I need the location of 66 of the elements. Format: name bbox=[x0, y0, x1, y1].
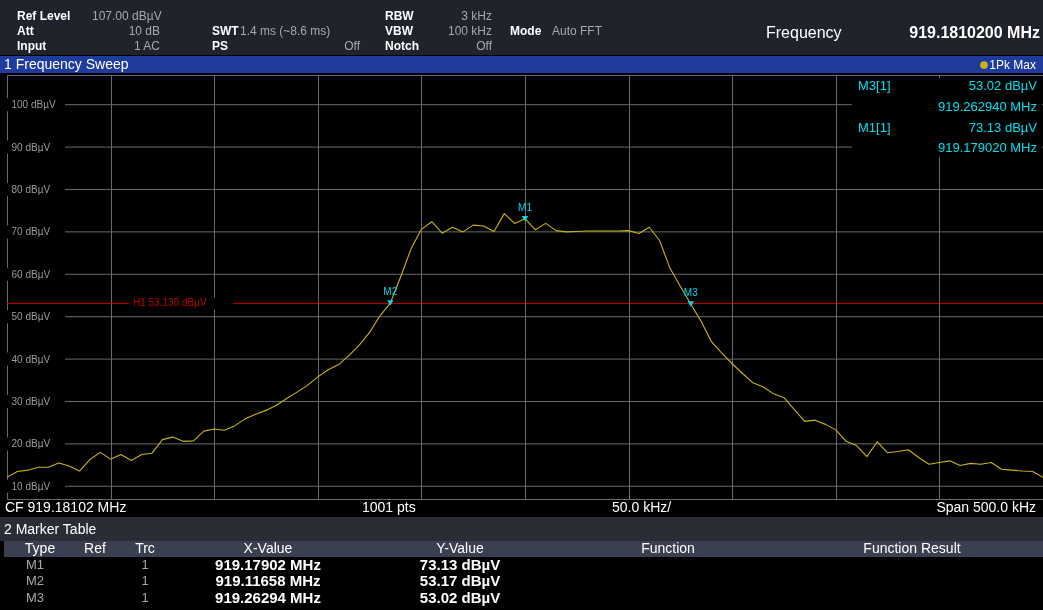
y-tick-label: 30 dBµV bbox=[11, 395, 51, 407]
y-tick-label: 100 dBµV bbox=[11, 99, 56, 111]
text: 107.00 dBµV bbox=[92, 9, 162, 23]
text: 1 bbox=[141, 557, 149, 572]
y-tick-label: 80 dBµV bbox=[11, 183, 51, 195]
text: 1 bbox=[141, 590, 149, 605]
text: 919.17902 MHz bbox=[215, 556, 321, 573]
text: Ref Level bbox=[17, 9, 71, 23]
text: M2 bbox=[25, 573, 45, 588]
text: CF 919.18102 MHz bbox=[5, 499, 127, 515]
text: Auto FFT bbox=[552, 24, 603, 38]
annotation: M3[1] bbox=[858, 78, 891, 93]
text: 10 dB bbox=[128, 24, 160, 38]
text: M3 bbox=[25, 590, 45, 605]
text: Ref bbox=[84, 540, 106, 556]
annotation: 73.13 dBµV bbox=[968, 120, 1038, 135]
annotation: M1[1] bbox=[858, 120, 891, 135]
text: 100 kHz bbox=[447, 24, 492, 38]
data-label: M1 bbox=[518, 201, 533, 213]
y-tick-label: 40 dBµV bbox=[11, 353, 51, 365]
annotation: 919.179020 MHz bbox=[937, 140, 1037, 155]
text: M1 bbox=[25, 557, 45, 572]
text: Off bbox=[476, 39, 493, 53]
text: 73.13 dBµV bbox=[419, 556, 501, 573]
text: Type bbox=[24, 540, 56, 556]
text: 53.02 dBµV bbox=[419, 589, 501, 606]
text: RBW bbox=[385, 9, 415, 23]
text: X-Value bbox=[243, 540, 293, 556]
text: PS bbox=[212, 39, 229, 53]
y-tick-label: 50 dBµV bbox=[11, 311, 51, 323]
annotation: 53.02 dBµV bbox=[968, 78, 1038, 93]
text: 919.1810200 MHz bbox=[909, 24, 1040, 41]
text: Input bbox=[17, 39, 47, 53]
y-tick-label: 20 dBµV bbox=[11, 438, 51, 450]
chart-title: 1 Frequency Sweep bbox=[4, 56, 129, 72]
text: 53.17 dBµV bbox=[419, 572, 501, 589]
ref-line-label: H1 53.130 dBµV bbox=[133, 297, 207, 309]
text: Function bbox=[641, 540, 695, 556]
text: Att bbox=[17, 24, 34, 38]
text: Span 500.0 kHz bbox=[936, 499, 1036, 515]
text: 50.0 kHz/ bbox=[612, 499, 672, 515]
text: 2 Marker Table bbox=[4, 521, 97, 537]
text: Function Result bbox=[863, 540, 961, 556]
text: Off bbox=[344, 39, 361, 53]
data-label: M2 bbox=[383, 286, 398, 298]
y-tick-label: 70 dBµV bbox=[11, 226, 51, 238]
text: Notch bbox=[385, 39, 419, 53]
y-tick-label: 10 dBµV bbox=[11, 480, 51, 492]
text: 1 bbox=[141, 573, 149, 588]
text: 3 kHz bbox=[461, 9, 492, 23]
y-tick-label: 90 dBµV bbox=[11, 141, 51, 153]
text: SWT bbox=[212, 24, 240, 38]
text: 919.11658 MHz bbox=[215, 572, 321, 589]
text: 1 AC bbox=[133, 39, 161, 53]
text: Frequency bbox=[766, 24, 842, 41]
text: Y-Value bbox=[436, 540, 484, 556]
y-tick-label: 60 dBµV bbox=[11, 268, 51, 280]
text: 1001 pts bbox=[362, 499, 416, 515]
text: VBW bbox=[385, 24, 414, 38]
annotation: 919.262940 MHz bbox=[937, 99, 1037, 114]
text: Mode bbox=[510, 24, 542, 38]
text: 919.26294 MHz bbox=[215, 589, 321, 606]
text: Trc bbox=[135, 540, 155, 556]
data-label: M3 bbox=[683, 286, 699, 298]
legend-label: 1Pk Max bbox=[989, 58, 1036, 72]
text: 1.4 ms (~8.6 ms) bbox=[240, 24, 331, 38]
